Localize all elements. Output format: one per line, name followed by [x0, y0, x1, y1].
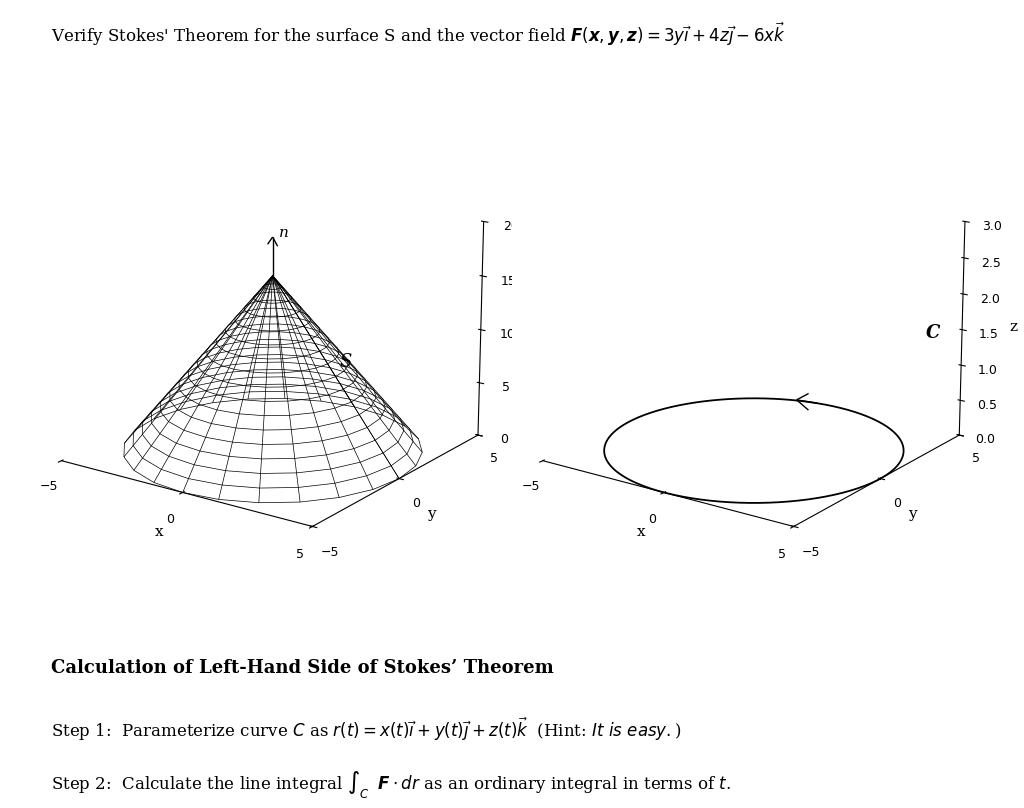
- Y-axis label: y: y: [427, 507, 435, 520]
- X-axis label: x: x: [155, 524, 164, 539]
- Text: Calculation of Left-Hand Side of Stokes’ Theorem: Calculation of Left-Hand Side of Stokes’…: [51, 659, 554, 676]
- Text: Step 1:  Parameterize curve $C$ as $r(t) = x(t)\vec{\imath} + y(t)\vec{\jmath} +: Step 1: Parameterize curve $C$ as $r(t) …: [51, 715, 682, 743]
- Y-axis label: y: y: [908, 507, 916, 520]
- X-axis label: x: x: [636, 524, 645, 539]
- Text: Verify Stokes' Theorem for the surface S and the vector field $\boldsymbol{F}(\b: Verify Stokes' Theorem for the surface S…: [51, 20, 785, 48]
- Text: Step 2:  Calculate the line integral $\int_C$  $\boldsymbol{F} \cdot dr$ as an o: Step 2: Calculate the line integral $\in…: [51, 769, 731, 800]
